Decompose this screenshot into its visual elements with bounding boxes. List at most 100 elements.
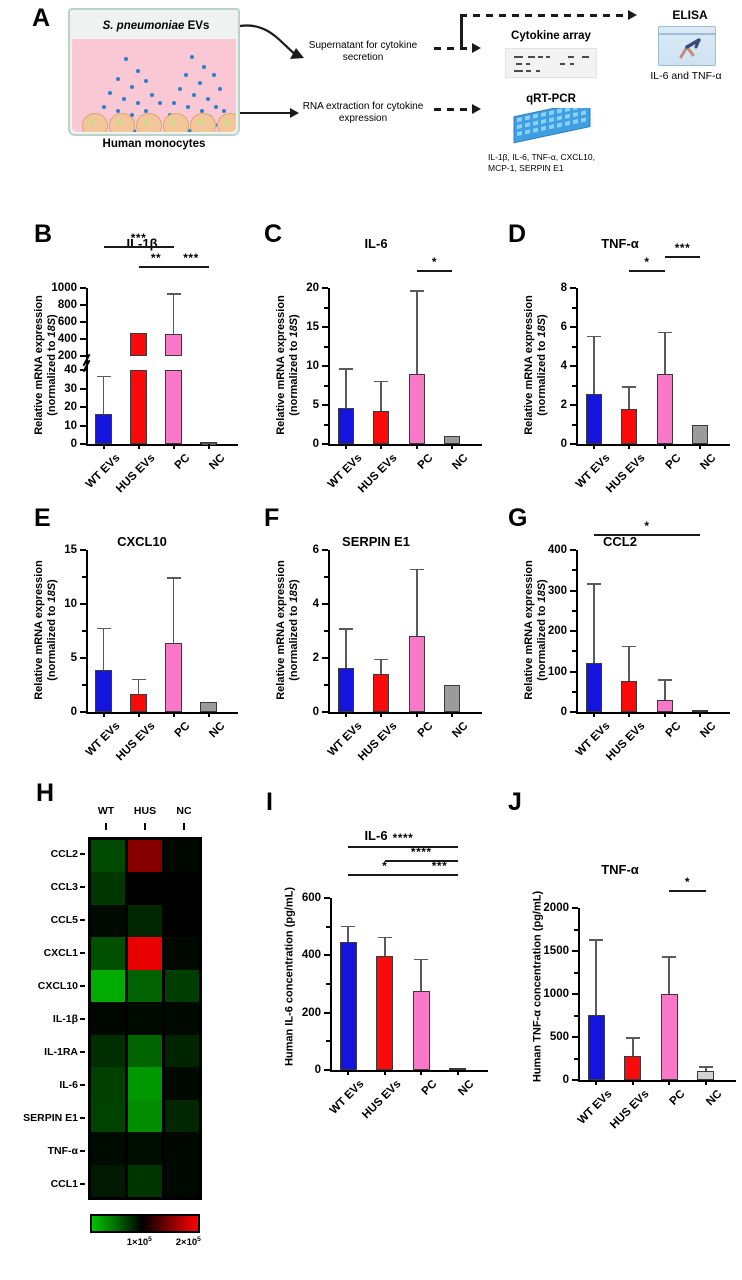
ev-dot <box>200 109 204 113</box>
array-spot <box>570 63 574 65</box>
y-tick <box>80 406 86 409</box>
x-tick <box>344 712 347 717</box>
y-tick-label: 2 <box>560 399 567 411</box>
error-bar-cap <box>96 627 111 630</box>
x-category-label: PC <box>419 1078 440 1098</box>
y-tick <box>322 549 328 551</box>
y-tick <box>80 321 86 324</box>
y-tick-minor <box>572 306 576 309</box>
heatmap-row-label: IL-6 <box>59 1078 78 1091</box>
dashed-arrow-elisa-head <box>628 10 637 20</box>
heatmap-row-label: CXCL1 <box>43 946 78 959</box>
bar-nc <box>200 701 217 712</box>
heatmap-row-tick <box>80 1050 85 1053</box>
x-tick <box>102 712 105 717</box>
plot-area: 0 500 1000 1500 2000 * WT EVs HUS EVs PC NC <box>543 875 736 1131</box>
y-tick <box>572 993 578 995</box>
error-bar <box>344 368 347 409</box>
x-tick <box>451 444 454 449</box>
antibody-icon <box>679 38 701 59</box>
y-tick-label: 4 <box>312 598 319 610</box>
panel-c-chart: C IL-6 Relative mRNA expression (normalized… <box>258 222 494 495</box>
error-bar-cap <box>662 956 677 958</box>
error-bar <box>595 938 598 1016</box>
error-bar-cap <box>414 958 429 961</box>
y-tick-label: 15 <box>306 321 319 333</box>
heatmap-grid <box>88 837 202 1200</box>
significance-line <box>593 534 701 536</box>
y-tick-minor <box>82 684 86 686</box>
x-axis <box>576 712 730 715</box>
chart-title: IL-6 <box>364 828 388 843</box>
error-bar <box>628 645 631 682</box>
x-tick <box>172 444 175 449</box>
error-bar-cap <box>166 293 181 295</box>
heatmap-row-label: CXCL10 <box>37 979 78 992</box>
x-tick <box>420 1070 423 1075</box>
cell-nucleus <box>143 119 149 125</box>
error-bar <box>592 583 595 664</box>
significance-label: * <box>431 255 438 269</box>
significance-label: *** <box>183 251 199 265</box>
y-tick-label: 4 <box>560 360 567 372</box>
ev-dot <box>150 93 154 97</box>
bar-pc <box>165 643 182 712</box>
supernatant-label: Supernatant for cytokine secretion <box>308 40 418 63</box>
plot-area: 0 10 20 30 40 200 400 600 800 1000 *** ** *** WT EVs H… <box>51 231 238 495</box>
error-bar <box>415 290 418 374</box>
heatmap-column-label: NC <box>176 805 192 817</box>
y-tick <box>80 304 86 307</box>
y-axis <box>86 550 89 713</box>
heatmap-cell <box>165 937 199 970</box>
significance-line <box>103 246 174 248</box>
cell-nucleus <box>170 119 176 125</box>
bar-nc <box>697 1070 715 1080</box>
y-tick <box>322 404 328 406</box>
y-tick-minor <box>572 609 576 612</box>
y-tick-label: 30 <box>64 382 77 395</box>
heatmap-row-label: CCL1 <box>50 1177 78 1190</box>
cell-nucleus <box>116 119 122 125</box>
monocyte-cell <box>163 113 189 132</box>
ev-dot <box>190 55 194 59</box>
y-tick <box>570 287 576 289</box>
panel-letter-d: D <box>508 220 527 248</box>
y-tick-label: 0 <box>314 1064 321 1076</box>
qrtpcr-gene-list: IL-1β, IL-6, TNF-α, CXCL10, MCP-1, SERPI… <box>488 152 595 173</box>
bar-wt-evs <box>95 670 112 712</box>
heatmap-cell <box>165 872 199 905</box>
panel-e-chart: E CXCL10 Relative mRNA expression (normaliz… <box>28 506 256 763</box>
chart-title: TNF-α <box>601 236 639 251</box>
heatmap-cell <box>91 1099 125 1133</box>
y-axis <box>578 908 581 1081</box>
ev-dot <box>144 109 148 113</box>
x-tick <box>628 444 631 449</box>
y-tick-label: 200 <box>547 625 567 637</box>
ev-dot <box>178 87 182 91</box>
error-bar <box>704 1066 707 1071</box>
x-category-label: HUS EVs <box>359 1078 404 1122</box>
x-tick <box>451 712 454 717</box>
significance-label: *** <box>130 231 147 245</box>
error-bar-cap <box>698 1066 713 1068</box>
error-bar-cap <box>409 290 424 292</box>
y-tick-minor <box>324 384 328 387</box>
heatmap-cell <box>128 904 162 938</box>
y-tick <box>572 1036 578 1038</box>
panel-i-chart: I IL-6 Human IL-6 concentration (pg/mL) 0 20… <box>258 790 494 1121</box>
y-tick <box>322 711 328 713</box>
heatmap-cell <box>165 1099 199 1133</box>
x-tick <box>383 1070 386 1075</box>
y-tick-label: 2000 <box>543 902 569 914</box>
error-bar-cap <box>586 335 601 338</box>
y-tick <box>570 549 576 551</box>
well-title: S. pneumoniae EVs <box>70 20 242 32</box>
error-bar <box>383 936 386 957</box>
heatmap-cell <box>128 1164 162 1197</box>
y-tick-minor <box>326 983 330 985</box>
cell-nucleus <box>89 119 95 125</box>
y-tick-minor <box>324 423 328 426</box>
monocyte-cell <box>136 113 162 132</box>
y-axis-title: Relative mRNA expression (normalized to 1… <box>523 295 548 435</box>
heatmap-cell <box>128 937 162 970</box>
